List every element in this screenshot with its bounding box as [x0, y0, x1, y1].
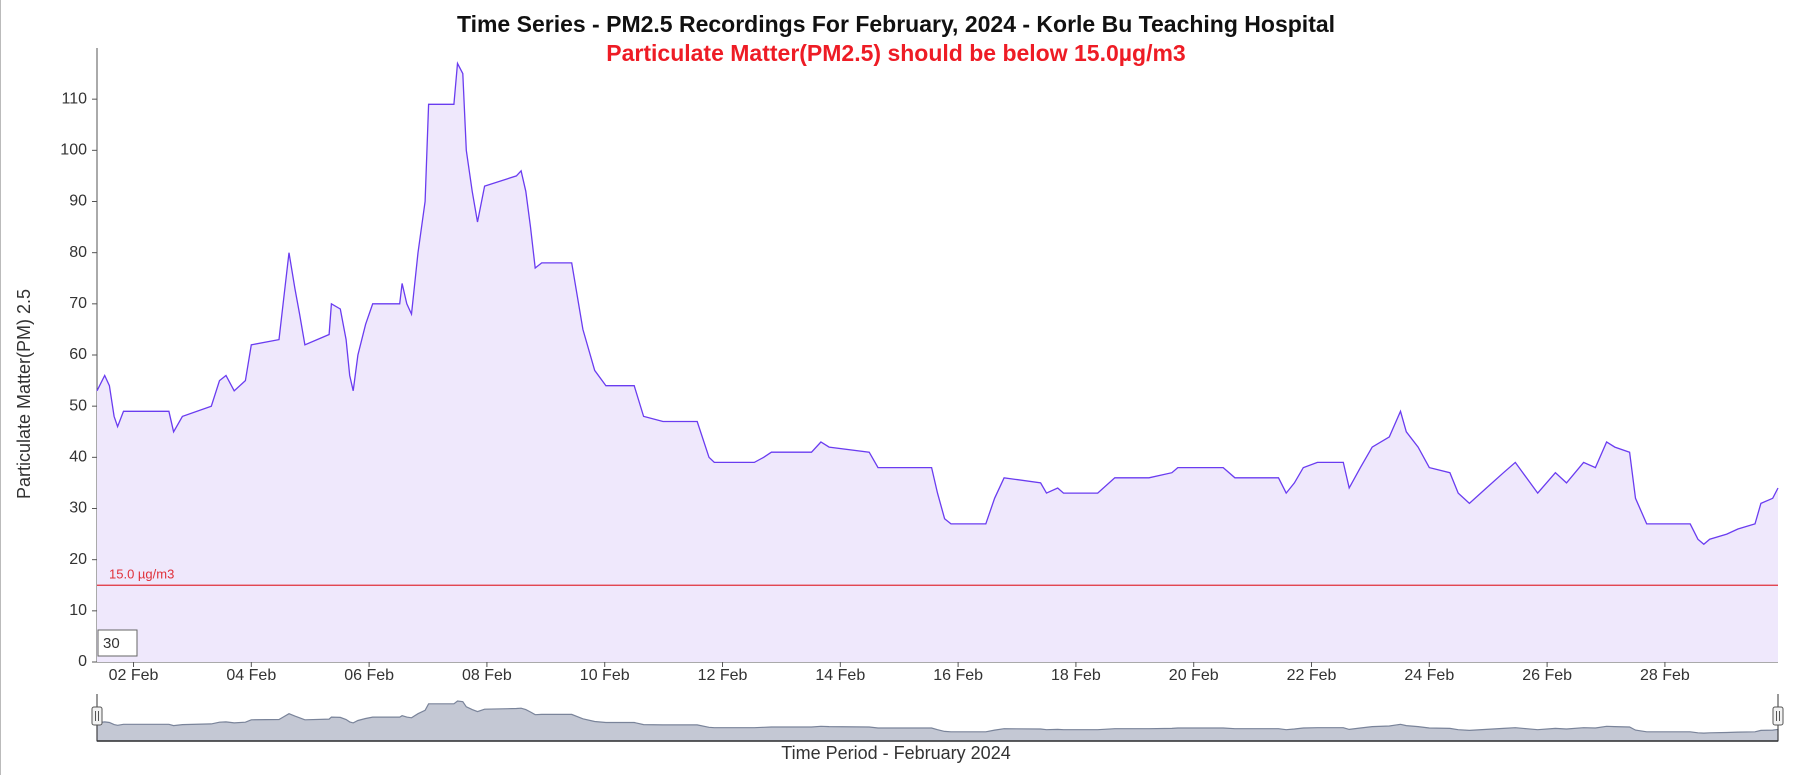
range-input-box[interactable]	[97, 629, 138, 657]
x-tick-label: 28 Feb	[1640, 667, 1690, 684]
y-tick-label: 0	[78, 653, 87, 670]
chart-title: Time Series - PM2.5 Recordings For Febru…	[457, 11, 1335, 37]
y-tick-label: 50	[69, 397, 87, 414]
x-tick-label: 06 Feb	[344, 667, 394, 684]
x-tick-label: 26 Feb	[1522, 667, 1572, 684]
y-tick-label: 100	[60, 142, 87, 159]
navigator-handle[interactable]	[91, 706, 103, 726]
y-tick-label: 20	[69, 551, 87, 568]
x-tick-label: 14 Feb	[815, 667, 865, 684]
x-tick-label: 20 Feb	[1169, 667, 1219, 684]
x-tick-label: 18 Feb	[1051, 667, 1101, 684]
y-tick-label: 30	[69, 500, 87, 517]
line	[96, 61, 1779, 546]
x-tick-label: 08 Feb	[462, 667, 512, 684]
y-tick-label: 70	[69, 295, 87, 312]
area	[97, 63, 1778, 662]
navigator-area	[96, 700, 1779, 742]
y-tick-label: 80	[69, 244, 87, 261]
y-tick-label: 40	[69, 449, 87, 466]
y-tick-label: 60	[69, 346, 87, 363]
x-tick-label: 04 Feb	[226, 667, 276, 684]
x-tick-label: 16 Feb	[933, 667, 983, 684]
x-tick-label: 24 Feb	[1404, 667, 1454, 684]
y-tick-label: 10	[69, 602, 87, 619]
x-tick-label: 12 Feb	[698, 667, 748, 684]
range-input[interactable]: 30	[103, 635, 120, 652]
threshold-label: 15.0 µg/m3	[109, 567, 174, 582]
x-tick-label: 02 Feb	[109, 667, 159, 684]
y-axis-label: Particulate Matter(PM) 2.5	[14, 289, 34, 499]
y-tick-label: 110	[61, 90, 87, 107]
x-tick-label: 10 Feb	[580, 667, 630, 684]
navigator-handle[interactable]	[1772, 706, 1784, 726]
chart-subtitle: Particulate Matter(PM2.5) should be belo…	[606, 40, 1185, 66]
y-tick-label: 90	[69, 193, 87, 210]
x-tick-label: 22 Feb	[1287, 667, 1337, 684]
x-axis-label: Time Period - February 2024	[781, 743, 1010, 763]
